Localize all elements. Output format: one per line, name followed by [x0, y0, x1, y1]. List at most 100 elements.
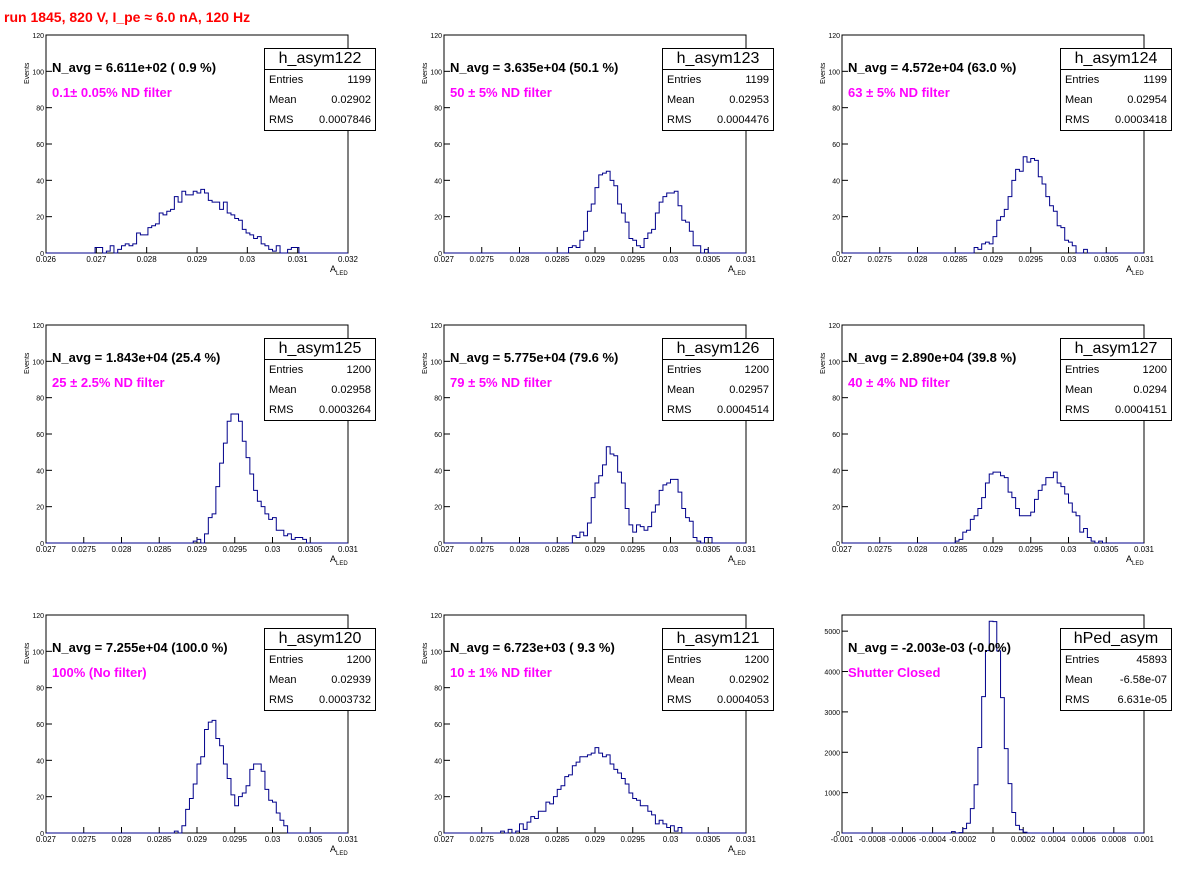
x-tick-label: 0 — [991, 835, 996, 844]
y-tick-label: 40 — [832, 468, 840, 475]
x-tick-label: 0.0305 — [1094, 545, 1119, 554]
y-tick-label: 0 — [836, 541, 840, 548]
x-tick-label: 0.03 — [663, 255, 679, 264]
histogram-panel-hPed_asym: -0.001 -0.0008 -0.0006 -0.0004 -0.0002 0 0.000… — [796, 604, 1194, 894]
histogram-plot: 0.026 0.027 0.028 0.029 0.03 0.031 0.032 0 20 40 6… — [32, 33, 358, 264]
x-axis-label: ALED — [1126, 264, 1144, 277]
x-tick-label: 0.03 — [265, 835, 281, 844]
stats-row: Entries 1199 — [663, 70, 773, 90]
histogram-name: h_asym120 — [265, 629, 375, 650]
stats-row: RMS 0.0004514 — [663, 400, 773, 420]
histogram-panel-h_asym120: 0.027 0.0275 0.028 0.0285 0.029 0.0295 0.03 0.0… — [0, 604, 398, 894]
histogram-name: hPed_asym — [1061, 629, 1171, 650]
stats-row: Mean 0.02939 — [265, 670, 375, 690]
histogram-plot: 0.027 0.0275 0.028 0.0285 0.029 0.0295 0.03 0.0… — [430, 33, 757, 264]
x-axis-label: ALED — [728, 844, 746, 857]
histogram-line — [444, 170, 746, 254]
x-tick-label: 0.028 — [111, 545, 132, 554]
y-tick-label: 80 — [36, 396, 44, 403]
x-tick-label: 0.028 — [907, 545, 928, 554]
x-tick-label: 0.027 — [36, 835, 57, 844]
x-tick-label: 0.03 — [1061, 545, 1077, 554]
histogram-plot: 0.027 0.0275 0.028 0.0285 0.029 0.0295 0.03 0.0… — [32, 323, 359, 554]
stats-box: h_asym126 Entries 1200 Mean 0.02957 RMS 0.0004… — [662, 338, 774, 421]
x-tick-label: 0.028 — [111, 835, 132, 844]
x-tick-label: 0.001 — [1134, 835, 1155, 844]
stats-box: h_asym121 Entries 1200 Mean 0.02902 RMS 0.0004… — [662, 628, 774, 711]
x-axis-label: ALED — [1126, 554, 1144, 567]
x-tick-label: 0.0295 — [1019, 545, 1044, 554]
stats-row: Entries 1200 — [1061, 360, 1171, 380]
stats-key: RMS — [1065, 694, 1090, 706]
y-tick-label: 0 — [836, 251, 840, 258]
stats-value: 0.02902 — [331, 94, 371, 106]
y-tick-label: 40 — [36, 178, 44, 185]
x-tick-label: 0.031 — [1134, 255, 1155, 264]
y-tick-label: 80 — [36, 106, 44, 113]
filter-label: 40 ± 4% ND filter — [848, 375, 950, 390]
y-tick-label: 2000 — [824, 750, 840, 757]
stats-value: 1200 — [1142, 364, 1167, 376]
stats-row: Mean 0.02902 — [663, 670, 773, 690]
histogram-panel-h_asym122: 0.026 0.027 0.028 0.029 0.03 0.031 0.032 0 20 40 6… — [0, 24, 398, 314]
y-tick-label: 40 — [434, 178, 442, 185]
stats-key: Mean — [1065, 94, 1093, 106]
x-tick-label: 0.029 — [585, 835, 606, 844]
filter-label: 79 ± 5% ND filter — [450, 375, 552, 390]
x-tick-label: 0.026 — [36, 255, 57, 264]
x-tick-label: 0.0004 — [1041, 835, 1066, 844]
stats-row: RMS 0.0007846 — [265, 110, 375, 130]
histogram-line — [46, 413, 348, 544]
stats-value: 0.02939 — [331, 674, 371, 686]
stats-key: Mean — [1065, 674, 1093, 686]
stats-row: Entries 1199 — [1061, 70, 1171, 90]
histogram-name: h_asym125 — [265, 339, 375, 360]
y-tick-label: 0 — [40, 251, 44, 258]
histogram-name: h_asym121 — [663, 629, 773, 650]
stats-key: RMS — [667, 404, 692, 416]
y-axis-label: Events — [820, 62, 827, 84]
histogram-name: h_asym127 — [1061, 339, 1171, 360]
n-avg-label: N_avg = -2.003e-03 (-0.0%) — [848, 640, 1011, 655]
stats-value: 0.0003732 — [319, 694, 371, 706]
stats-key: Entries — [667, 74, 702, 86]
x-tick-label: 0.0305 — [696, 255, 721, 264]
x-tick-label: 0.029 — [187, 545, 208, 554]
stats-key: RMS — [667, 694, 692, 706]
stats-box: h_asym124 Entries 1199 Mean 0.02954 RMS 0.0003… — [1060, 48, 1172, 131]
x-tick-label: 0.0275 — [470, 835, 495, 844]
histogram-plot: 0.027 0.0275 0.028 0.0285 0.029 0.0295 0.03 0.0… — [430, 613, 756, 844]
x-axis-label: ALED — [728, 264, 746, 277]
x-tick-label: 0.027 — [832, 255, 853, 264]
x-tick-label: 0.028 — [509, 835, 530, 844]
stats-row: Entries 45893 — [1061, 650, 1171, 670]
stats-key: RMS — [269, 114, 294, 126]
n-avg-label: N_avg = 3.635e+04 (50.1 %) — [450, 60, 619, 75]
stats-key: Mean — [269, 384, 297, 396]
y-tick-label: 80 — [434, 686, 442, 693]
y-tick-label: 40 — [36, 468, 44, 475]
x-tick-label: 0.0295 — [621, 835, 646, 844]
y-tick-label: 100 — [828, 69, 840, 76]
x-axis-label: ALED — [728, 554, 746, 567]
y-tick-label: 20 — [832, 505, 840, 512]
y-tick-label: 120 — [32, 323, 44, 330]
y-tick-label: 40 — [832, 178, 840, 185]
stats-key: RMS — [269, 404, 294, 416]
y-tick-label: 60 — [36, 722, 44, 729]
x-tick-label: 0.031 — [736, 255, 757, 264]
stats-value: 6.631e-05 — [1117, 694, 1167, 706]
stats-value: 0.0004514 — [717, 404, 769, 416]
x-tick-label: 0.03 — [1061, 255, 1077, 264]
y-axis-label: Events — [24, 642, 31, 664]
stats-value: 0.0004476 — [717, 114, 769, 126]
y-tick-label: 60 — [832, 142, 840, 149]
stats-row: RMS 6.631e-05 — [1061, 690, 1171, 710]
stats-row: Entries 1200 — [265, 360, 375, 380]
stats-value: 0.02953 — [729, 94, 769, 106]
histogram-line — [444, 747, 746, 834]
stats-key: Mean — [667, 674, 695, 686]
x-tick-label: 0.031 — [338, 545, 359, 554]
stats-row: RMS 0.0004053 — [663, 690, 773, 710]
x-tick-label: 0.031 — [288, 255, 309, 264]
